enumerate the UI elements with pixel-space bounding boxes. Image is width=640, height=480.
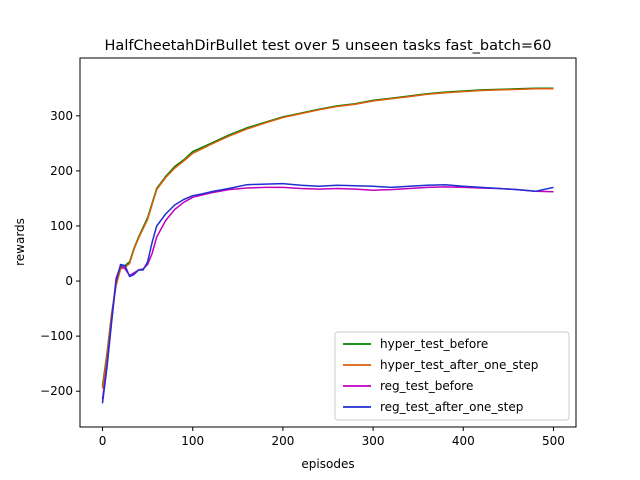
legend-label: reg_test_after_one_step (380, 400, 523, 414)
y-tick-label: 200 (50, 164, 73, 178)
legend-box (334, 331, 570, 421)
axis-ticks: 0 100 200 300 400 500 −200 −100 0 100 200 300 (40, 109, 565, 448)
x-tick-label: 200 (271, 434, 294, 448)
legend: hyper_test_before hyper_test_after_one_st… (334, 331, 570, 421)
x-tick-label: 500 (542, 434, 565, 448)
legend-label: hyper_test_before (380, 337, 488, 351)
x-tick-label: 400 (452, 434, 475, 448)
plot-area (101, 87, 554, 404)
y-tick-label: −200 (40, 384, 73, 398)
x-tick-label: 0 (99, 434, 107, 448)
chart-title: HalfCheetahDirBullet test over 5 unseen … (105, 38, 552, 54)
y-tick-label: 300 (50, 109, 73, 123)
y-tick-label: −100 (40, 329, 73, 343)
y-axis-label: rewards (13, 218, 27, 266)
y-tick-label: 0 (65, 274, 73, 288)
x-tick-label: 100 (181, 434, 204, 448)
y-tick-label: 100 (50, 219, 73, 233)
series-line-reg_test_after_one_step (101, 182, 554, 404)
x-axis-label: episodes (301, 457, 354, 471)
axes-frame (79, 57, 577, 428)
legend-label: reg_test_before (380, 379, 473, 393)
x-tick-label: 300 (362, 434, 385, 448)
legend-label: hyper_test_after_one_step (380, 358, 538, 372)
series-line-hyper_test_after_one_step (101, 88, 554, 389)
